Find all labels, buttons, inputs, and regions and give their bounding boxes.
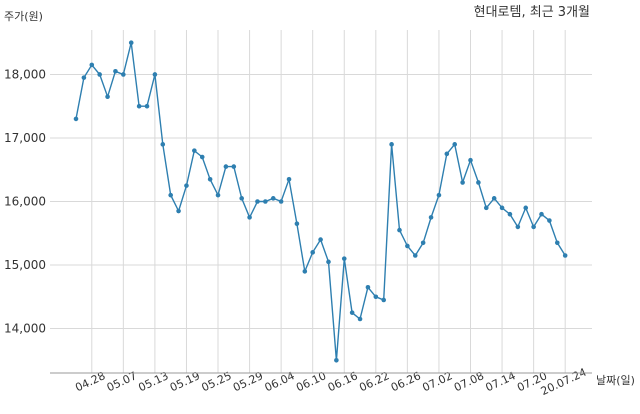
y-tick-label: 17,000: [4, 131, 46, 145]
data-point: [192, 148, 197, 153]
data-point: [207, 176, 213, 182]
data-point: [302, 269, 308, 274]
data-point: [239, 196, 244, 201]
data-point: [247, 215, 252, 220]
data-point: [349, 310, 355, 315]
x-axis-label: 날짜(일): [596, 373, 635, 387]
data-point: [223, 164, 229, 169]
data-point: [562, 253, 568, 258]
data-point: [160, 142, 166, 147]
data-point: [460, 180, 465, 185]
y-axis-label: 주가(원): [4, 10, 43, 23]
data-point: [452, 142, 458, 147]
data-point: [468, 157, 473, 163]
data-point: [397, 227, 402, 233]
data-point: [128, 40, 134, 46]
y-tick-label: 16,000: [4, 195, 46, 209]
y-tick-label: 14,000: [4, 322, 46, 336]
data-point: [326, 259, 331, 265]
data-point: [491, 196, 497, 201]
data-point: [381, 297, 387, 303]
data-point: [554, 240, 560, 246]
data-point: [255, 199, 260, 204]
x-axis-ticks: 04.2805.0705.1305.1905.2505.2906.0406.10…: [73, 366, 588, 398]
data-point: [334, 357, 339, 363]
x-tick-label: 20.07.24: [539, 366, 589, 398]
data-point: [136, 103, 142, 109]
data-point: [507, 211, 513, 217]
data-point: [405, 243, 410, 249]
data-point: [428, 215, 434, 220]
data-point: [73, 116, 79, 122]
data-point: [168, 192, 173, 198]
data-point: [113, 68, 118, 74]
chart-title: 현대로템, 최근 3개월: [474, 5, 590, 20]
data-point: [357, 316, 363, 322]
data-point: [499, 205, 505, 211]
data-point: [365, 284, 371, 290]
data-point: [389, 142, 394, 147]
data-point: [539, 211, 544, 217]
data-point: [152, 72, 158, 77]
data-point: [341, 256, 347, 261]
data-point: [436, 192, 442, 198]
data-point: [515, 224, 521, 230]
grid-lines: [50, 30, 592, 373]
data-point: [278, 199, 284, 204]
data-point: [270, 196, 276, 201]
data-point: [286, 176, 292, 182]
data-point: [476, 180, 481, 185]
data-point: [420, 240, 426, 246]
data-point: [97, 72, 102, 77]
data-point: [215, 192, 221, 198]
data-point: [81, 75, 87, 80]
price-series: [73, 40, 568, 363]
y-tick-label: 18,000: [4, 67, 46, 81]
data-point: [444, 151, 450, 157]
data-point: [89, 62, 95, 68]
data-point: [547, 218, 552, 223]
data-point: [310, 250, 316, 255]
data-point: [263, 199, 268, 204]
y-tick-label: 15,000: [4, 258, 46, 272]
data-point: [231, 164, 237, 169]
data-point: [373, 294, 379, 300]
data-point: [176, 208, 181, 214]
data-point: [199, 154, 205, 160]
data-point: [318, 237, 323, 242]
data-point: [121, 72, 126, 77]
data-point: [144, 103, 150, 109]
data-point: [412, 253, 418, 258]
data-point: [531, 224, 536, 230]
data-point: [483, 205, 489, 211]
data-point: [523, 205, 529, 211]
y-axis-ticks: 14,000 15,000 16,000 17,000 18,000: [4, 67, 46, 335]
data-point: [184, 183, 189, 188]
data-point: [105, 94, 110, 99]
data-point: [294, 221, 300, 227]
